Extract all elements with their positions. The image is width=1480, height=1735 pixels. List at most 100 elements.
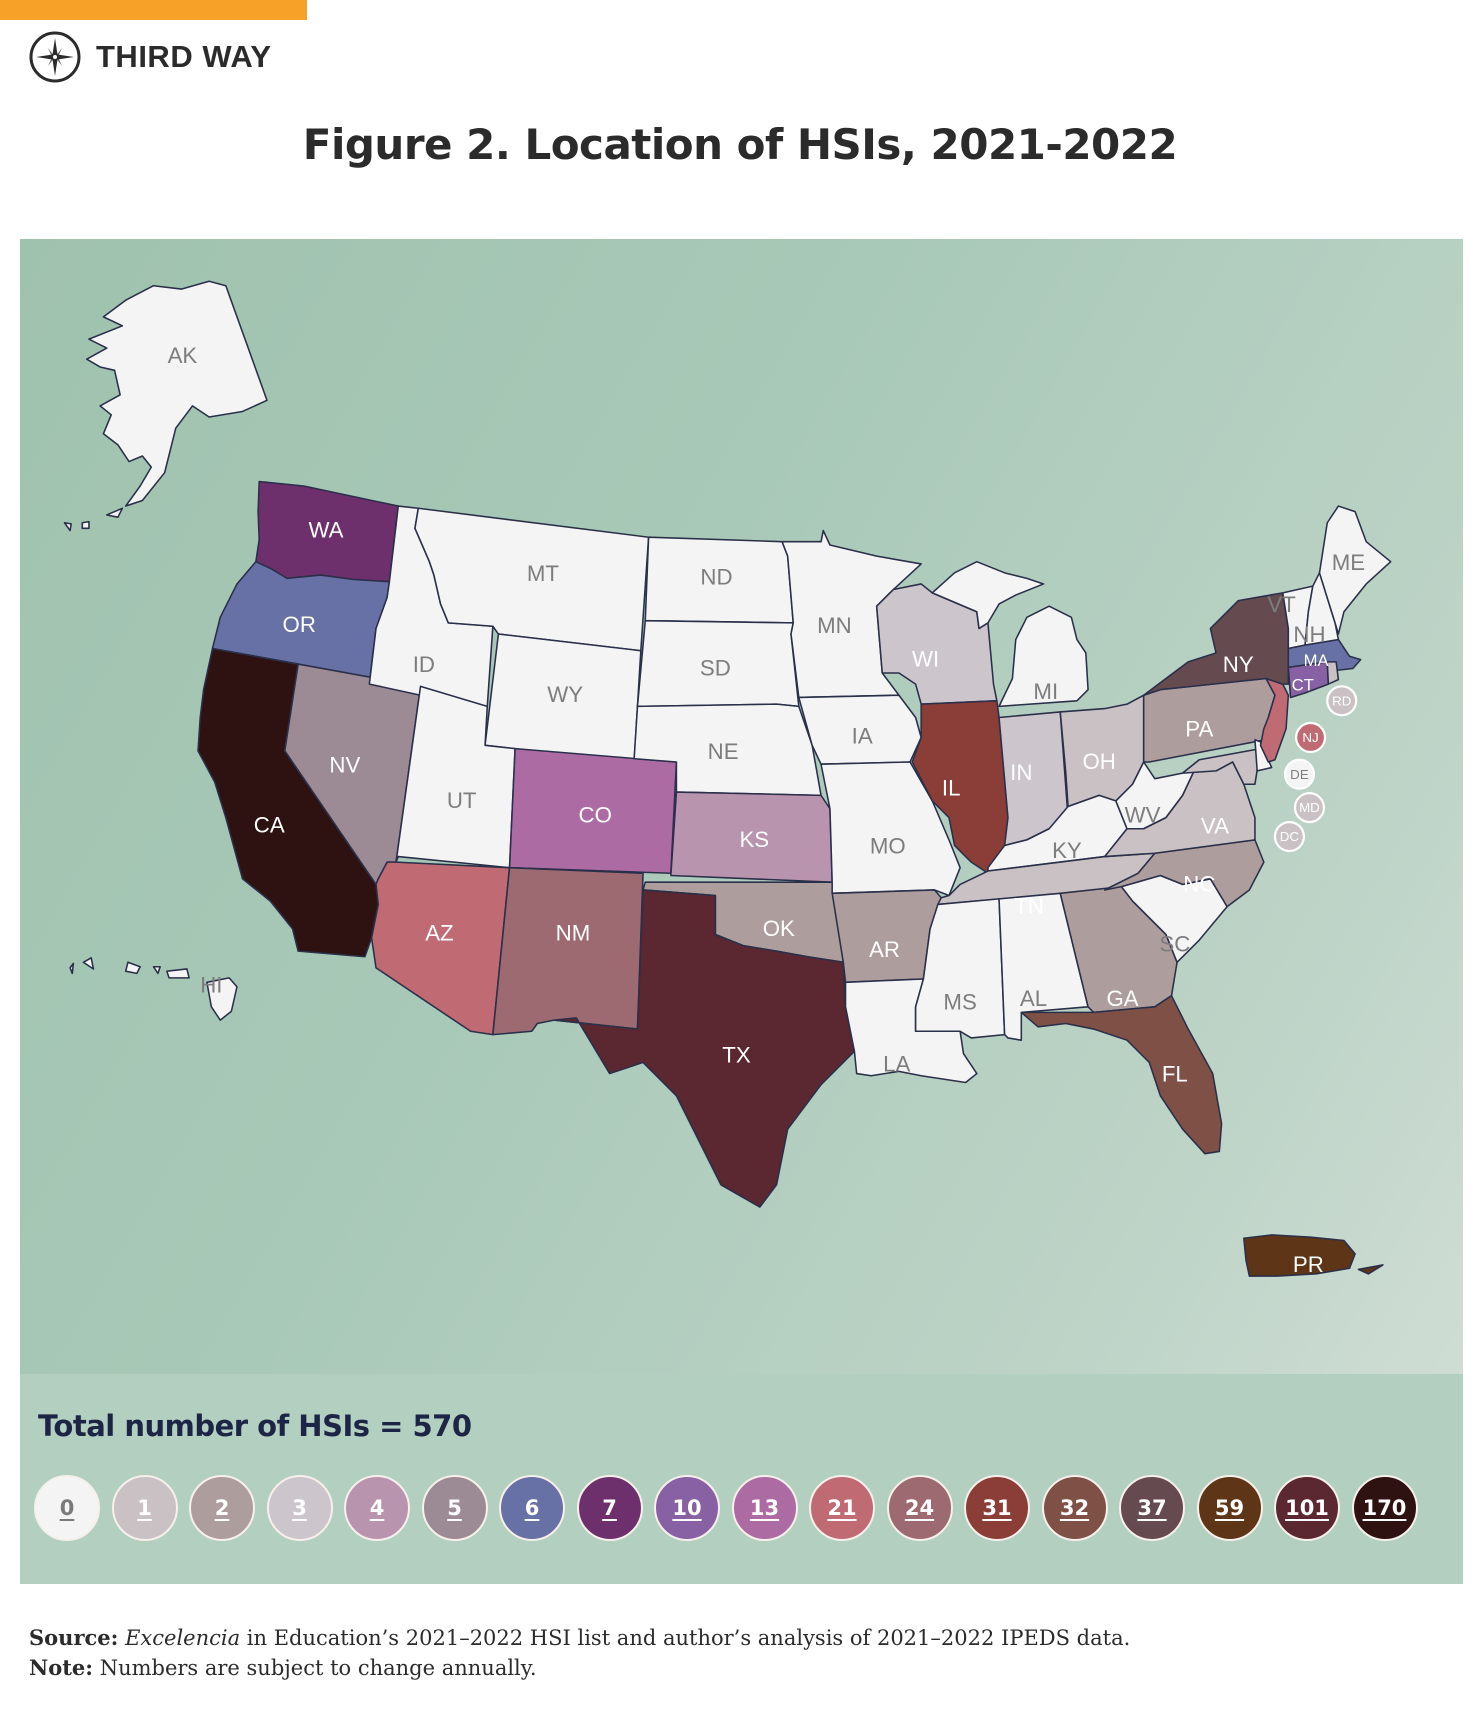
label-fl: FL [1162,1062,1188,1087]
source-line: Source: Excelencia in Education’s 2021–2… [29,1623,1130,1653]
label-wi: WI [912,647,939,672]
state-nj[interactable] [1259,677,1290,763]
label-nm: NM [556,920,591,945]
legend-value: 5 [447,1496,462,1520]
state-de[interactable] [1254,738,1273,772]
label-ri: RD [1332,693,1351,708]
total-hsi-count: Total number of HSIs = 570 [38,1409,472,1443]
legend-swatch-37: 37 [1119,1475,1185,1541]
label-me: ME [1332,550,1365,575]
legend-swatch-4: 4 [344,1475,410,1541]
label-pr: PR [1293,1252,1324,1277]
legend-value: 37 [1137,1496,1167,1520]
legend-value: 2 [214,1496,230,1520]
state-tx[interactable] [553,889,856,1208]
label-nh: NH [1293,622,1325,647]
state-pr[interactable] [1243,1234,1384,1277]
label-sd: SD [700,656,731,681]
label-ky: KY [1052,838,1082,863]
legend-value: 0 [59,1496,75,1520]
legend-swatch-31: 31 [964,1475,1030,1541]
label-ar: AR [869,937,900,962]
state-ia[interactable] [798,694,922,765]
legend-swatch-0: 0 [34,1475,100,1541]
state-ri[interactable] [1326,661,1340,685]
source-text: in Education’s 2021–2022 HSI list and au… [240,1626,1131,1650]
state-mi[interactable] [931,560,1089,708]
legend-swatch-24: 24 [886,1475,953,1541]
brand-logo-block: THIRD WAY [28,30,272,84]
label-co: CO [579,802,612,827]
state-md[interactable] [1181,747,1262,786]
label-va: VA [1201,814,1229,839]
state-az[interactable] [370,861,511,1036]
state-hi[interactable] [69,957,238,1021]
legend-swatch-32: 32 [1041,1475,1108,1541]
legend-swatch-10: 10 [654,1475,720,1541]
label-wa: WA [308,518,343,543]
us-choropleth-map: AK HI WA OR CA ID NV MT WY UT AZ CO NM N… [63,280,1392,1277]
marker-ri[interactable] [1326,685,1358,717]
marker-de[interactable] [1283,758,1316,790]
state-nc[interactable] [1103,839,1265,908]
label-wy: WY [547,682,583,707]
marker-dc[interactable] [1273,820,1306,853]
legend-swatch-2: 2 [189,1475,255,1541]
state-mt[interactable] [414,507,650,652]
state-fl[interactable] [1020,994,1223,1155]
label-nv: NV [329,752,360,777]
source-label: Source: [29,1625,119,1650]
state-ak[interactable] [85,280,268,507]
figure-title: Figure 2. Location of HSIs, 2021-2022 [302,120,1178,169]
legend-value: 21 [827,1496,857,1520]
legend-value: 31 [982,1496,1012,1520]
label-ct: CT [1292,676,1314,695]
label-ok: OK [763,916,795,941]
note-text: Numbers are subject to change annually. [93,1656,537,1680]
label-wv: WV [1125,802,1161,827]
legend-swatch-1: 1 [111,1475,178,1541]
legend-value: 4 [369,1496,385,1520]
legend-value: 101 [1285,1496,1329,1520]
label-de: DE [1290,767,1309,782]
label-il: IL [942,776,961,801]
label-or: OR [283,612,316,637]
label-hi: HI [200,973,222,998]
legend-swatch-7: 7 [576,1475,643,1541]
footer-notes: Source: Excelencia in Education’s 2021–2… [29,1623,1130,1683]
state-ct[interactable] [1287,661,1330,699]
map-panel: AK HI WA OR CA ID NV MT WY UT AZ CO NM N… [20,239,1463,1584]
legend-value: 24 [904,1496,935,1520]
label-md: MD [1299,800,1320,815]
label-tn: TN [1014,894,1044,919]
legend-swatch-3: 3 [266,1475,333,1541]
label-ia: IA [852,723,873,748]
label-mt: MT [527,561,560,586]
legend: 0 1 2 3 4 5 6 7 10 13 21 24 31 32 37 59 101 170 [34,1475,1418,1541]
label-ne: NE [708,739,739,764]
label-ms: MS [943,989,976,1014]
state-nm[interactable] [492,866,644,1036]
label-ga: GA [1106,986,1138,1011]
label-al: AL [1020,986,1047,1011]
label-mn: MN [817,613,852,638]
label-la: LA [883,1052,910,1077]
marker-md[interactable] [1293,792,1326,824]
state-me[interactable] [1318,505,1392,635]
label-ak: AK [168,343,198,368]
label-ma: MA [1304,651,1330,670]
legend-value: 13 [749,1496,780,1520]
label-ut: UT [447,788,477,813]
state-wi[interactable] [875,583,998,705]
legend-value: 1 [137,1496,152,1520]
compass-star-icon [29,31,81,83]
legend-swatch-170: 170 [1351,1475,1418,1541]
legend-value: 10 [672,1496,702,1520]
label-oh: OH [1083,749,1116,774]
label-ks: KS [739,827,769,852]
label-ca: CA [254,812,285,837]
label-nc: NC [1183,871,1215,896]
legend-swatch-101: 101 [1274,1475,1340,1541]
marker-nj[interactable] [1295,721,1327,754]
label-pa: PA [1185,717,1213,742]
